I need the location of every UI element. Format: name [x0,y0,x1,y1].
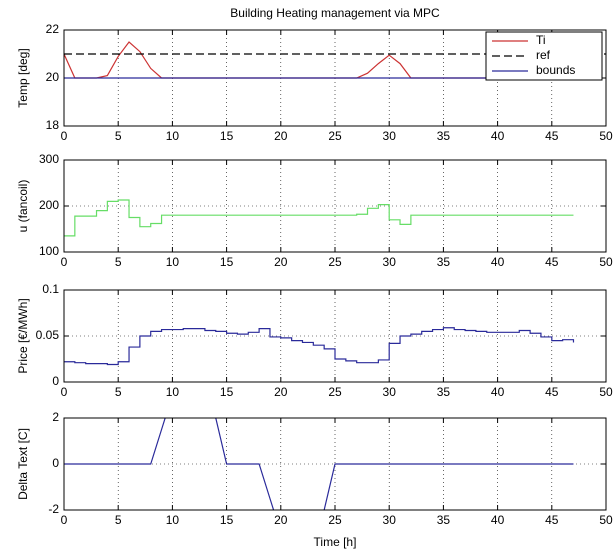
series-line [64,327,575,366]
axes-frame [63,417,607,511]
legend-label: ref [536,48,551,62]
x-tick-label: 15 [220,255,234,269]
x-tick-label: 35 [437,129,451,143]
x-tick-label: 20 [274,513,288,527]
y-tick-label: -2 [48,502,59,516]
x-tick-label: 10 [166,385,180,399]
y-tick-label: 20 [46,70,60,84]
y-tick-label: 0 [52,374,59,388]
x-tick-label: 45 [545,385,559,399]
y-axis-label: u (fancoil) [16,180,30,233]
axes-frame [63,159,607,253]
x-tick-label: 50 [599,255,613,269]
legend-label: Ti [536,33,546,47]
x-tick-label: 35 [437,255,451,269]
x-tick-label: 45 [545,255,559,269]
x-tick-label: 45 [545,513,559,527]
x-tick-label: 50 [599,513,613,527]
plot-area [64,199,574,237]
x-tick-label: 40 [491,385,505,399]
x-tick-label: 20 [274,129,288,143]
y-tick-label: 0.1 [42,282,59,296]
x-tick-label: 5 [115,255,122,269]
x-tick-label: 25 [328,513,342,527]
y-tick-label: 200 [39,198,59,212]
x-tick-label: 40 [491,513,505,527]
x-tick-label: 40 [491,129,505,143]
series-line [64,418,574,510]
plot-area [64,418,574,510]
y-axis-label: Temp [deg] [16,48,30,107]
x-tick-label: 10 [166,255,180,269]
x-tick-label: 30 [383,513,397,527]
x-tick-label: 15 [220,385,234,399]
y-tick-label: 0.05 [36,328,60,342]
x-tick-label: 35 [437,513,451,527]
chart-title: Building Heating management via MPC [230,6,440,20]
y-tick-label: 100 [39,244,59,258]
x-tick-label: 5 [115,385,122,399]
x-tick-label: 5 [115,129,122,143]
x-tick-label: 25 [328,255,342,269]
axes-frame [63,289,607,383]
x-tick-label: 30 [383,255,397,269]
x-tick-label: 0 [61,255,68,269]
x-tick-label: 35 [437,385,451,399]
x-tick-label: 0 [61,385,68,399]
x-axis-label: Time [h] [314,535,357,549]
axes-frame [63,29,607,127]
x-tick-label: 50 [599,129,613,143]
x-tick-label: 0 [61,513,68,527]
y-axis-label: Delta Text [C] [16,428,30,500]
x-tick-label: 5 [115,513,122,527]
x-tick-label: 20 [274,255,288,269]
y-tick-label: 18 [46,118,60,132]
plot-area [64,327,575,366]
x-tick-label: 30 [383,385,397,399]
x-tick-label: 25 [328,129,342,143]
x-tick-label: 10 [166,513,180,527]
x-tick-label: 20 [274,385,288,399]
x-tick-label: 40 [491,255,505,269]
x-tick-label: 15 [220,129,234,143]
x-tick-label: 30 [383,129,397,143]
y-axis-label: Price [€/MWh] [16,298,30,373]
x-tick-label: 0 [61,129,68,143]
legend-label: bounds [536,63,575,77]
x-tick-label: 15 [220,513,234,527]
x-tick-label: 45 [545,129,559,143]
y-tick-label: 22 [46,22,60,36]
y-tick-label: 300 [39,152,59,166]
x-tick-label: 10 [166,129,180,143]
series-line [64,199,574,237]
y-tick-label: 2 [52,410,59,424]
y-tick-label: 0 [52,456,59,470]
x-tick-label: 25 [328,385,342,399]
x-tick-label: 50 [599,385,613,399]
